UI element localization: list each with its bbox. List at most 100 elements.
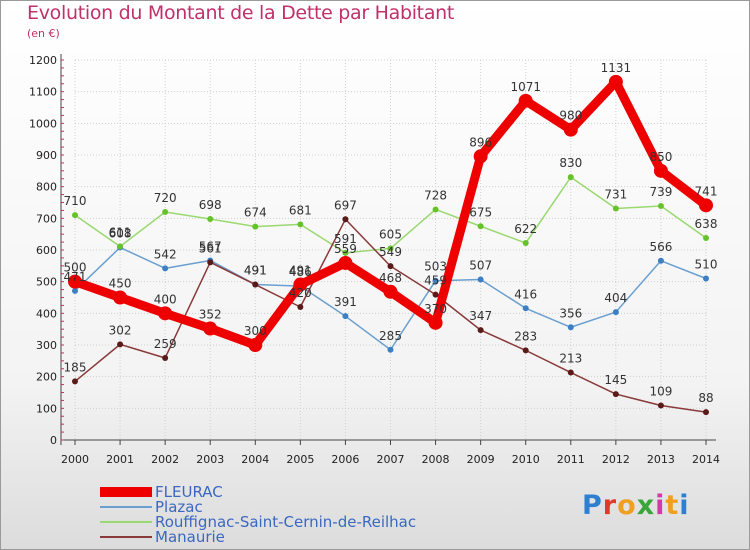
x-tick-label: 2004	[241, 453, 269, 466]
data-label: 591	[334, 232, 357, 246]
data-label: 681	[289, 203, 312, 217]
data-point	[387, 346, 394, 353]
y-tick-label: 400	[36, 307, 57, 320]
data-label: 850	[649, 150, 672, 164]
grid-lines	[74, 59, 707, 441]
data-label: 283	[514, 329, 537, 343]
legend-label: Plazac	[155, 498, 203, 516]
data-point	[612, 309, 619, 316]
data-point	[473, 149, 488, 164]
proxiti-logo: Proxiti	[582, 490, 690, 521]
chart-subtitle: (en €)	[27, 27, 60, 40]
data-point	[563, 122, 578, 137]
data-point	[252, 223, 259, 230]
data-label: 391	[334, 295, 357, 309]
y-tick-label: 800	[36, 181, 57, 194]
data-point	[477, 276, 484, 283]
data-label: 507	[469, 258, 492, 272]
data-label: 300	[244, 324, 267, 338]
data-point	[158, 306, 173, 321]
data-label: 559	[334, 242, 357, 256]
data-point	[72, 287, 78, 294]
data-point	[567, 369, 574, 376]
x-tick-label: 2002	[151, 453, 179, 466]
data-point	[432, 291, 439, 298]
x-tick-label: 2008	[422, 453, 450, 466]
data-point	[522, 347, 529, 354]
y-tick-label: 0	[50, 434, 57, 447]
logo-letter: i	[655, 490, 666, 521]
data-label: 605	[379, 227, 402, 241]
data-label: 638	[695, 217, 718, 231]
data-point	[518, 93, 533, 108]
data-label: 503	[424, 260, 447, 274]
y-tick-label: 200	[36, 371, 57, 384]
data-point	[203, 321, 218, 336]
data-label: 352	[199, 308, 222, 322]
data-point	[567, 174, 574, 181]
data-label: 567	[199, 239, 222, 253]
x-tick-label: 2014	[692, 453, 720, 466]
data-point	[653, 163, 668, 178]
data-point	[113, 290, 128, 305]
x-tick-label: 2001	[106, 453, 134, 466]
data-label: 549	[379, 245, 402, 259]
data-point	[342, 313, 349, 320]
data-point	[68, 274, 82, 289]
data-point	[117, 341, 124, 348]
data-label: 510	[695, 258, 718, 272]
data-point	[608, 74, 623, 89]
data-point	[522, 240, 529, 247]
y-tick-label: 500	[36, 276, 57, 289]
data-label: 356	[559, 306, 582, 320]
data-point	[383, 284, 398, 299]
data-point	[612, 391, 619, 398]
y-tick-label: 700	[36, 212, 57, 225]
data-label: 400	[154, 292, 177, 306]
data-label: 720	[154, 191, 177, 205]
y-tick-label: 100	[36, 402, 57, 415]
legend-label: Rouffignac-Saint-Cernin-de-Reilhac	[155, 513, 417, 531]
x-tick-label: 2000	[61, 453, 89, 466]
x-axis-ticks: 2000 2001 2002 2003 2004 2005 2006 2007 2008 2009…	[61, 453, 720, 466]
data-label: 741	[695, 184, 718, 198]
data-label: 459	[424, 274, 447, 288]
data-label: 896	[469, 135, 492, 149]
data-point	[387, 245, 394, 252]
legend-swatch	[100, 521, 152, 523]
data-label: 347	[469, 309, 492, 323]
y-tick-label: 300	[36, 339, 57, 352]
x-tick-label: 2013	[647, 453, 675, 466]
data-point	[207, 215, 214, 222]
data-label: 500	[64, 261, 87, 275]
legend-label: FLEURAC	[155, 483, 223, 501]
data-point	[117, 243, 124, 250]
data-point	[703, 275, 709, 282]
data-label: 259	[154, 337, 177, 351]
data-label: 1071	[510, 80, 541, 94]
data-label: 404	[604, 291, 627, 305]
data-point	[297, 221, 304, 228]
data-label: 486	[289, 265, 312, 279]
data-label: 622	[514, 222, 537, 236]
data-label: 710	[64, 194, 87, 208]
data-point	[657, 257, 664, 264]
x-tick-label: 2006	[331, 453, 359, 466]
chart-title: Evolution du Montant de la Dette par Hab…	[27, 2, 455, 24]
data-point	[522, 305, 529, 312]
data-label: 674	[244, 206, 267, 220]
data-label: 468	[379, 271, 402, 285]
data-label: 728	[424, 188, 447, 202]
data-point	[72, 212, 78, 219]
data-label: 980	[559, 109, 582, 123]
data-label: 88	[698, 391, 713, 405]
data-point	[342, 249, 349, 256]
data-label: 145	[604, 373, 627, 387]
data-label: 675	[469, 205, 492, 219]
data-point	[567, 324, 574, 331]
data-point	[657, 202, 664, 209]
data-label: 698	[199, 198, 222, 212]
data-point	[703, 409, 709, 416]
